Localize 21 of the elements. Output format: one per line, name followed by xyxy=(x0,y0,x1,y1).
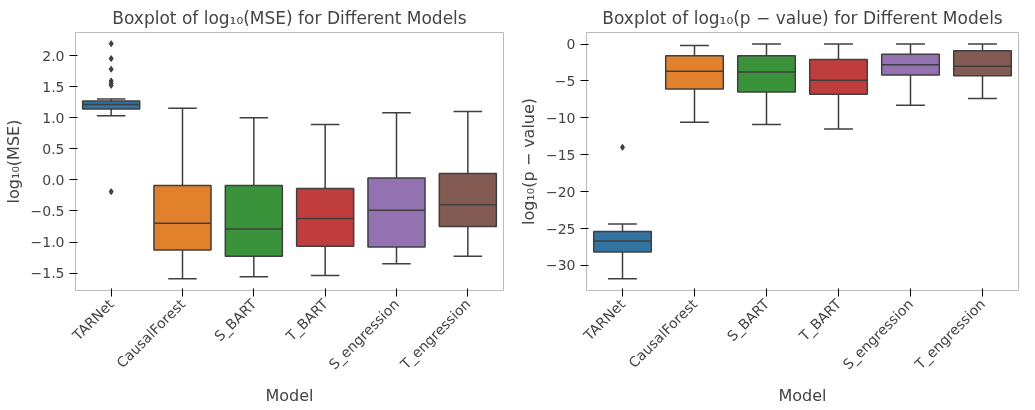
chart-title: Boxplot of log₁₀(p − value) for Different Models xyxy=(602,7,1003,28)
x-axis-title: Model xyxy=(778,386,827,406)
x-axis-title: Model xyxy=(265,386,314,406)
y-tick-label: −1.5 xyxy=(30,265,65,282)
y-tick-label: 1.0 xyxy=(42,109,65,126)
y-tick-label: 0.0 xyxy=(42,171,65,188)
y-tick-label: −20 xyxy=(545,183,576,200)
y-tick-label: −30 xyxy=(545,257,576,274)
y-axis-title: log₁₀(p − value) xyxy=(518,97,538,226)
y-tick-label: −10 xyxy=(545,109,576,126)
y-tick-label: 1.5 xyxy=(42,78,65,95)
y-tick-label: −0.5 xyxy=(30,202,65,219)
y-tick-label: −15 xyxy=(545,146,576,163)
y-tick-label: 0.5 xyxy=(42,140,65,157)
y-axis-title: log₁₀(MSE) xyxy=(3,119,23,204)
y-tick-label: 2.0 xyxy=(42,47,65,64)
y-tick-label: −25 xyxy=(545,220,576,237)
y-tick-label: −5 xyxy=(554,72,576,89)
y-tick-label: −1.0 xyxy=(30,234,65,251)
chart-title: Boxplot of log₁₀(MSE) for Different Models xyxy=(112,7,467,28)
y-tick-label: 0 xyxy=(566,36,576,53)
